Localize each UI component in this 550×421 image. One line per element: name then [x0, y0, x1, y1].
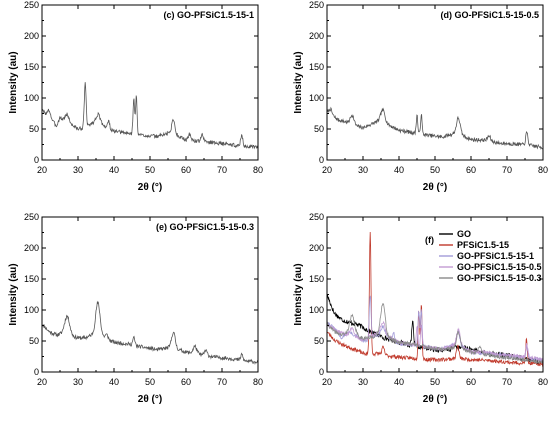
panel-title: (f)	[425, 235, 434, 245]
chart-panel-e: 20 30 40 50 60 70 80 0 50 100 150 200 250 2θ (°) Inten…	[8, 212, 263, 405]
x-tick-label: 50	[430, 165, 440, 175]
y-tick-label: 0	[34, 155, 39, 165]
series-line-f-0	[327, 293, 543, 365]
y-tick-label: 150	[309, 274, 324, 284]
x-tick-label: 70	[502, 377, 512, 387]
y-tick-label: 200	[309, 31, 324, 41]
x-tick-label: 80	[538, 377, 548, 387]
y-tick-label: 100	[24, 305, 39, 315]
y-tick-label: 150	[24, 62, 39, 72]
x-tick-label: 40	[109, 377, 119, 387]
y-tick-label: 100	[309, 305, 324, 315]
y-tick-label: 150	[24, 274, 39, 284]
y-tick-label: 50	[314, 124, 324, 134]
x-tick-label: 60	[466, 165, 476, 175]
x-tick-label: 40	[394, 377, 404, 387]
series-line-d-0	[327, 106, 543, 150]
x-tick-label: 20	[322, 377, 332, 387]
x-tick-label: 70	[502, 165, 512, 175]
series-line-f-2	[327, 295, 543, 363]
y-axis-label: Intensity (au)	[293, 51, 304, 113]
y-tick-label: 250	[309, 212, 324, 222]
chart-panel-c: 20 30 40 50 60 70 80 0 50 100 150 200 250 2θ (°) Inten…	[8, 0, 263, 193]
y-tick-label: 100	[309, 93, 324, 103]
x-axis-label: 2θ (°)	[423, 394, 447, 405]
legend-label: GO	[457, 229, 471, 239]
y-tick-label: 100	[24, 93, 39, 103]
x-axis-label: 2θ (°)	[138, 182, 162, 193]
y-tick-label: 200	[24, 31, 39, 41]
x-tick-label: 80	[538, 165, 548, 175]
y-tick-label: 200	[309, 243, 324, 253]
series-line-e-0	[42, 300, 258, 366]
x-tick-label: 50	[145, 165, 155, 175]
x-tick-label: 60	[181, 377, 191, 387]
x-tick-label: 80	[253, 165, 263, 175]
y-axis-label: Intensity (au)	[293, 263, 304, 325]
x-tick-label: 30	[73, 377, 83, 387]
legend-label: GO-PFSiC1.5-15-0.5	[457, 262, 542, 272]
chart-panel-f: 20 30 40 50 60 70 80 0 50 100 150 200 250 2θ (°) Inten…	[293, 212, 548, 405]
legend-label: GO-PFSiC1.5-15-1	[457, 251, 534, 261]
x-tick-label: 20	[37, 377, 47, 387]
y-tick-label: 0	[319, 367, 324, 377]
x-tick-label: 50	[145, 377, 155, 387]
y-axis-label: Intensity (au)	[8, 51, 19, 113]
x-tick-label: 20	[322, 165, 332, 175]
chart-panel-d: 20 30 40 50 60 70 80 0 50 100 150 200 250 2θ (°) Inten…	[293, 0, 548, 193]
panel-title: (d) GO-PFSiC1.5-15-0.5	[440, 10, 539, 20]
y-tick-label: 0	[319, 155, 324, 165]
y-tick-label: 0	[34, 367, 39, 377]
series-line-f-3	[327, 320, 543, 363]
y-axis-label: Intensity (au)	[8, 263, 19, 325]
series-line-c-0	[42, 82, 258, 150]
y-tick-label: 250	[24, 0, 39, 10]
y-tick-label: 150	[309, 62, 324, 72]
panel-title: (e) GO-PFSiC1.5-15-0.3	[156, 222, 254, 232]
y-tick-label: 250	[309, 0, 324, 10]
x-tick-label: 30	[358, 377, 368, 387]
y-tick-label: 50	[29, 336, 39, 346]
x-tick-label: 70	[217, 377, 227, 387]
x-axis-label: 2θ (°)	[423, 182, 447, 193]
x-tick-label: 20	[37, 165, 47, 175]
legend-label: PFSiC1.5-15	[457, 240, 509, 250]
x-tick-label: 30	[73, 165, 83, 175]
x-tick-label: 40	[394, 165, 404, 175]
x-tick-label: 80	[253, 377, 263, 387]
x-tick-label: 30	[358, 165, 368, 175]
y-tick-label: 50	[29, 124, 39, 134]
series-line-f-1	[327, 232, 543, 368]
panel-title: (c) GO-PFSiC1.5-15-1	[163, 10, 254, 20]
series-line-f-4	[327, 303, 543, 365]
x-tick-label: 50	[430, 377, 440, 387]
x-axis-label: 2θ (°)	[138, 394, 162, 405]
legend-label: GO-PFSiC1.5-15-0.3	[457, 273, 542, 283]
y-tick-label: 200	[24, 243, 39, 253]
x-tick-label: 70	[217, 165, 227, 175]
x-tick-label: 60	[181, 165, 191, 175]
y-tick-label: 250	[24, 212, 39, 222]
x-tick-label: 40	[109, 165, 119, 175]
y-tick-label: 50	[314, 336, 324, 346]
x-tick-label: 60	[466, 377, 476, 387]
